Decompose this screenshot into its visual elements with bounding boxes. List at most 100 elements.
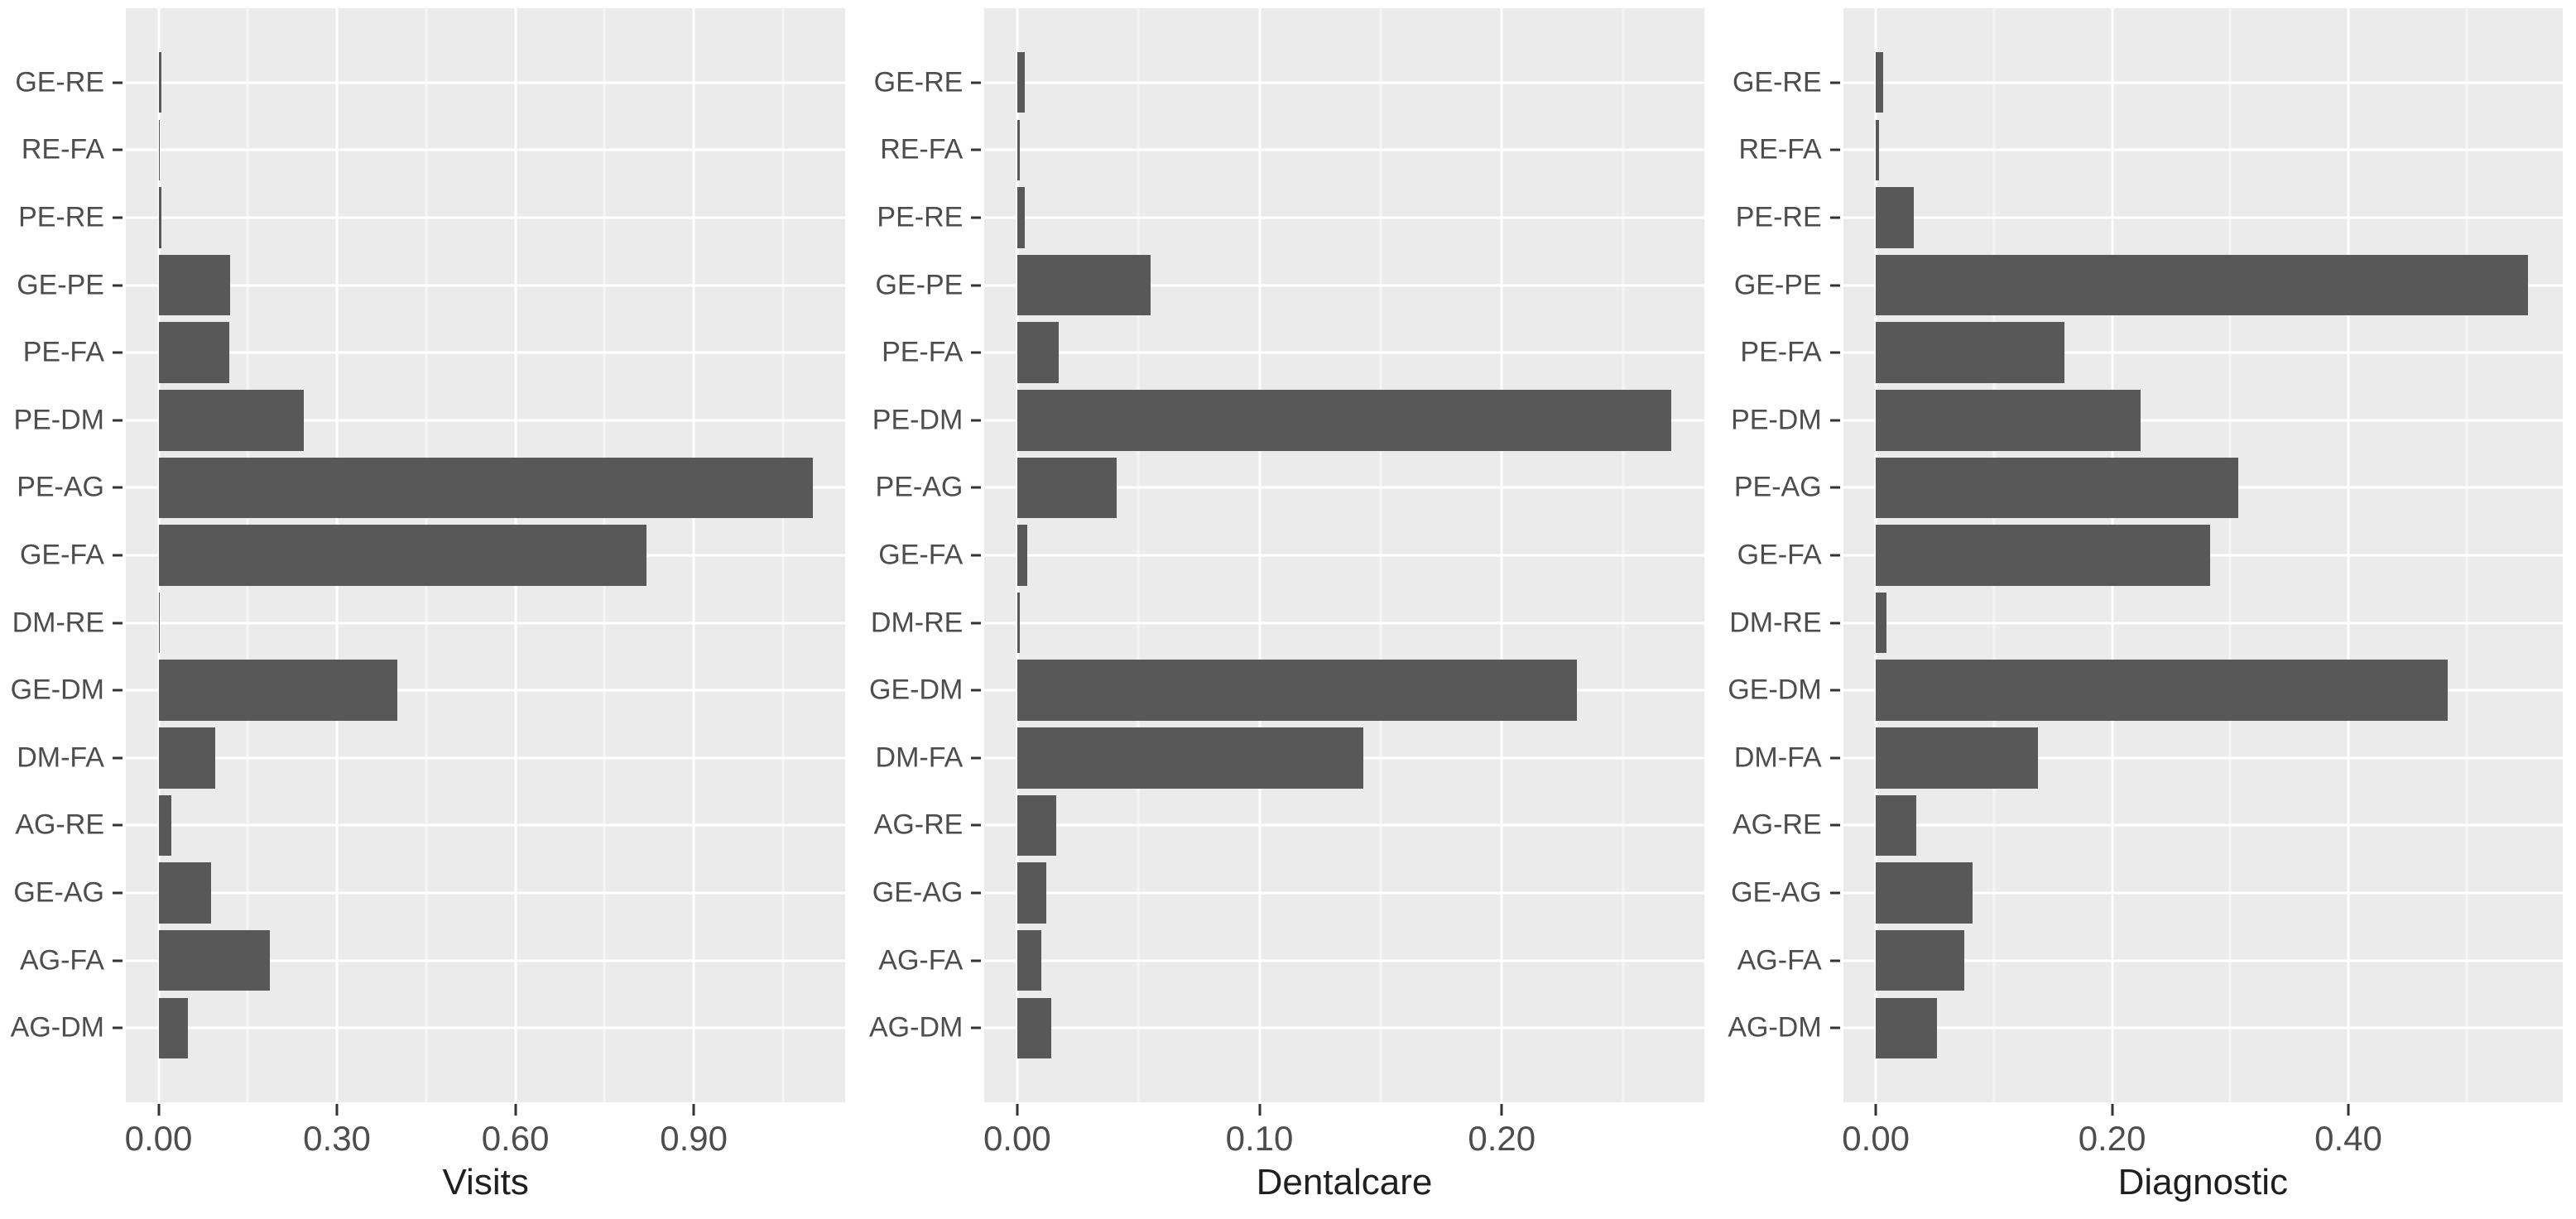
bar-ge-re bbox=[1016, 52, 1025, 113]
bar-pe-dm bbox=[158, 390, 304, 451]
y-axis-label-dm-re: DM-RE bbox=[1729, 607, 1822, 639]
gridline-horizontal bbox=[126, 689, 846, 692]
y-axis-label-ge-fa: GE-FA bbox=[19, 539, 104, 571]
bar-ag-dm bbox=[1876, 997, 1938, 1058]
y-axis-label-pe-dm: PE-DM bbox=[872, 404, 964, 436]
y-axis-label-ag-re: AG-RE bbox=[15, 809, 104, 841]
gridline-horizontal bbox=[1843, 351, 2563, 354]
y-tick-mark bbox=[971, 891, 982, 895]
y-axis-label-ge-ag: GE-AG bbox=[872, 876, 964, 909]
bar-ge-pe bbox=[1876, 254, 2528, 316]
panel-dentalcare: GE-RE RE-FA PE-RE GE-PE PE-FA PE-DM PE-AG GE-FA… bbox=[858, 0, 1717, 1219]
gridline-horizontal bbox=[984, 351, 1704, 354]
gridline-horizontal bbox=[984, 1026, 1704, 1029]
y-tick-mark bbox=[971, 216, 982, 219]
y-axis-label-ag-fa: AG-FA bbox=[1737, 944, 1822, 977]
x-tick-mark bbox=[692, 1104, 695, 1116]
bar-ge-dm bbox=[1876, 660, 2448, 721]
x-tick-label: 0.60 bbox=[481, 1119, 550, 1158]
bar-pe-re bbox=[1016, 187, 1025, 248]
x-tick-mark bbox=[2347, 1104, 2350, 1116]
y-tick-mark bbox=[113, 216, 123, 219]
gridline-horizontal bbox=[1843, 81, 2563, 84]
y-axis-label-ag-dm: AG-DM bbox=[869, 1011, 964, 1044]
y-axis-label-dm-fa: DM-FA bbox=[1733, 741, 1822, 774]
y-tick-mark bbox=[1829, 621, 1840, 625]
bar-pe-re bbox=[1876, 187, 1914, 248]
y-axis-label-ge-ag: GE-AG bbox=[13, 876, 104, 909]
panel-diagnostic: GE-RE RE-FA PE-RE GE-PE PE-FA PE-DM PE-AG GE-FA… bbox=[1718, 0, 2576, 1219]
y-tick-mark bbox=[1829, 351, 1840, 354]
x-axis-title-dentalcare: Dentalcare bbox=[1256, 1162, 1433, 1202]
gridline-horizontal bbox=[984, 284, 1704, 287]
y-axis-label-pe-dm: PE-DM bbox=[13, 404, 104, 436]
y-tick-mark bbox=[971, 284, 982, 287]
y-tick-mark bbox=[971, 823, 982, 827]
y-axis-label-pe-re: PE-RE bbox=[18, 201, 104, 233]
y-axis-label-pe-ag: PE-AG bbox=[17, 471, 104, 503]
bar-dm-re bbox=[158, 592, 160, 654]
x-tick-label: 0.20 bbox=[2078, 1119, 2146, 1158]
bar-re-fa bbox=[1016, 119, 1020, 181]
bar-pe-re bbox=[158, 187, 162, 248]
y-tick-mark bbox=[113, 823, 123, 827]
bar-pe-ag bbox=[1876, 457, 2239, 519]
y-tick-mark bbox=[113, 891, 123, 895]
gridline-horizontal bbox=[1843, 621, 2563, 625]
y-axis-label-re-fa: RE-FA bbox=[1738, 133, 1822, 166]
gridline-horizontal bbox=[984, 554, 1704, 557]
bar-ag-fa bbox=[1016, 929, 1042, 991]
y-axis-visits: GE-RE RE-FA PE-RE GE-PE PE-FA PE-DM PE-AG GE-FA… bbox=[0, 8, 126, 1102]
y-tick-mark bbox=[1829, 756, 1840, 760]
plot-area-dentalcare bbox=[984, 8, 1704, 1102]
y-axis-label-ag-fa: AG-FA bbox=[19, 944, 104, 977]
y-axis-label-ge-fa: GE-FA bbox=[878, 539, 964, 571]
y-tick-mark bbox=[113, 621, 123, 625]
y-axis-label-pe-fa: PE-FA bbox=[882, 336, 964, 368]
y-axis-label-ge-pe: GE-PE bbox=[1733, 269, 1822, 301]
y-tick-mark bbox=[113, 148, 123, 151]
y-tick-mark bbox=[971, 486, 982, 489]
plot-area-visits bbox=[126, 8, 846, 1102]
y-tick-mark bbox=[1829, 1026, 1840, 1029]
bar-re-fa bbox=[1876, 119, 1880, 181]
bar-ge-pe bbox=[158, 254, 231, 316]
bar-ge-fa bbox=[158, 525, 646, 586]
bar-pe-fa bbox=[1016, 322, 1059, 383]
y-tick-mark bbox=[113, 81, 123, 84]
x-tick-label: 0.00 bbox=[124, 1119, 193, 1158]
gridline-horizontal bbox=[126, 216, 846, 219]
y-tick-mark bbox=[1829, 148, 1840, 151]
gridline-horizontal bbox=[126, 891, 846, 895]
bar-ge-ag bbox=[1016, 862, 1046, 924]
gridline-horizontal bbox=[126, 959, 846, 962]
y-axis-label-ge-dm: GE-DM bbox=[869, 674, 964, 706]
gridline-horizontal bbox=[984, 216, 1704, 219]
y-tick-mark bbox=[971, 756, 982, 760]
x-tick-label: 0.10 bbox=[1225, 1119, 1294, 1158]
bar-ge-re bbox=[158, 52, 162, 113]
y-axis-label-ge-dm: GE-DM bbox=[10, 674, 104, 706]
gridline-horizontal bbox=[1843, 1026, 2563, 1029]
y-tick-mark bbox=[971, 1026, 982, 1029]
bar-ag-dm bbox=[1016, 997, 1051, 1058]
gridline-horizontal bbox=[984, 823, 1704, 827]
x-tick-mark bbox=[1500, 1104, 1503, 1116]
gridline-horizontal bbox=[1843, 216, 2563, 219]
bar-dm-fa bbox=[1876, 727, 2038, 789]
bar-ge-dm bbox=[158, 660, 398, 721]
y-axis-label-dm-re: DM-RE bbox=[12, 607, 104, 639]
bar-dm-fa bbox=[1016, 727, 1364, 789]
y-axis-label-ag-re: AG-RE bbox=[873, 809, 964, 841]
bar-dm-fa bbox=[158, 727, 216, 789]
x-tick-label: 0.30 bbox=[303, 1119, 371, 1158]
x-axis-title-diagnostic: Diagnostic bbox=[2117, 1162, 2289, 1202]
y-tick-mark bbox=[1829, 486, 1840, 489]
plot-row: GE-RE RE-FA PE-RE GE-PE PE-FA PE-DM PE-AG GE-FA… bbox=[1718, 8, 2576, 1102]
x-tick-mark bbox=[1258, 1104, 1262, 1116]
y-axis-label-pe-re: PE-RE bbox=[877, 201, 964, 233]
bar-ge-dm bbox=[1016, 660, 1577, 721]
y-tick-mark bbox=[113, 351, 123, 354]
y-tick-mark bbox=[1829, 959, 1840, 962]
y-axis-label-ge-ag: GE-AG bbox=[1731, 876, 1822, 909]
